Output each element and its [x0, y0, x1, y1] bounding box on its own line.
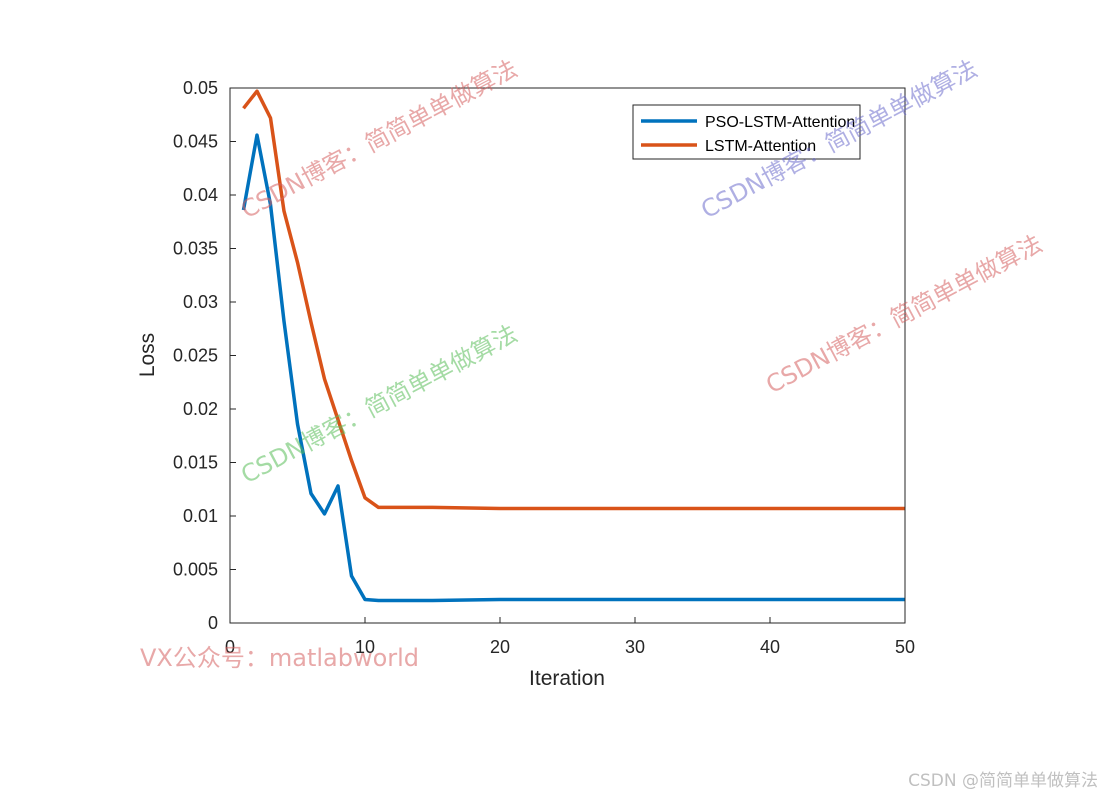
y-tick-label: 0.02 — [183, 399, 218, 419]
legend-label-pso-lstm-attention: PSO-LSTM-Attention — [705, 114, 855, 131]
x-tick-label: 50 — [895, 637, 915, 657]
x-tick-label: 30 — [625, 637, 645, 657]
x-tick-label: 40 — [760, 637, 780, 657]
y-tick-label: 0 — [208, 613, 218, 633]
csdn-credit: CSDN @简简单单做算法 — [908, 771, 1098, 791]
y-tick-label: 0.025 — [173, 346, 218, 366]
y-tick-label: 0.005 — [173, 560, 218, 580]
x-tick-label: 0 — [225, 637, 235, 657]
legend: PSO-LSTM-Attention LSTM-Attention — [632, 104, 861, 160]
series-layer — [241, 89, 905, 603]
y-tick-label: 0.035 — [173, 239, 218, 259]
y-axis-title: Loss — [136, 333, 159, 377]
y-tick-label: 0.03 — [183, 292, 218, 312]
y-tick-label: 0.05 — [183, 78, 218, 98]
series-line-lstm-attention — [242, 89, 905, 511]
x-tick-label: 10 — [355, 637, 375, 657]
legend-box — [632, 104, 861, 160]
y-tick-label: 0.01 — [183, 506, 218, 526]
legend-label-lstm-attention: LSTM-Attention — [705, 138, 816, 155]
x-tick-label: 20 — [490, 637, 510, 657]
series-line-pso-lstm-attention — [241, 133, 905, 603]
plot-area — [230, 88, 905, 623]
y-tick-label: 0.04 — [183, 185, 218, 205]
x-axis-title: Iteration — [529, 667, 605, 690]
y-tick-label: 0.015 — [173, 453, 218, 473]
axis-layer: 0 10 20 30 40 50 0 0.005 0.01 0.015 0.02 0.025 0.03 0… — [173, 78, 915, 657]
y-tick-label: 0.045 — [173, 132, 218, 152]
